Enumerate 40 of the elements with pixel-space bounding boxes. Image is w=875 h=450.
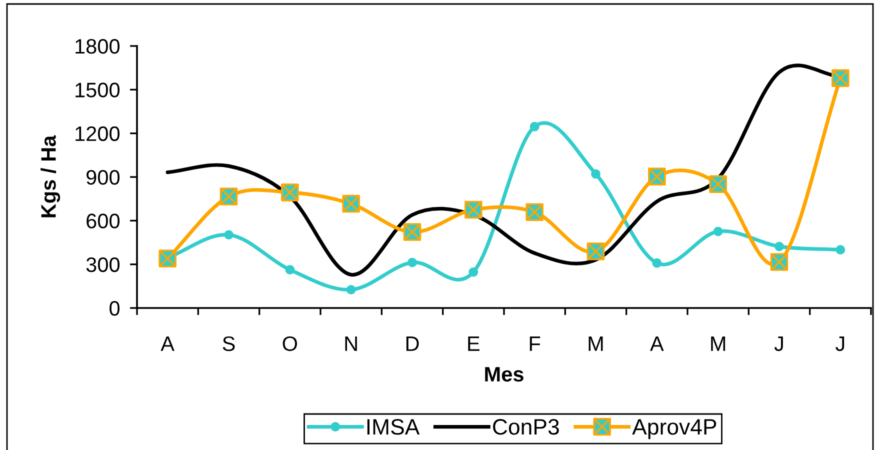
x-tick-label: M [711, 336, 726, 351]
point [158, 250, 176, 268]
x-axis-title: Mes [485, 367, 524, 382]
y-tick-label: 900 [86, 170, 120, 185]
point [648, 168, 666, 186]
point [836, 245, 846, 254]
y-tick-label: 1500 [76, 82, 120, 98]
point [713, 226, 723, 236]
point [224, 230, 234, 240]
x-tick-label: J [774, 336, 783, 352]
x-tick-label: A [160, 336, 174, 351]
point [408, 258, 417, 268]
y-tick-label: 300 [86, 257, 120, 272]
legend-label: Aprov4P [632, 419, 716, 440]
x-tick-label: F [530, 336, 540, 351]
x-tick-label: M [588, 336, 603, 351]
point [526, 203, 544, 221]
point [530, 122, 540, 132]
y-tick-label: 1200 [76, 126, 120, 142]
x-tick-label: O [282, 336, 298, 352]
point [774, 242, 784, 252]
point [285, 264, 295, 274]
x-tick-label: A [650, 336, 664, 351]
x-tick-label: J [836, 336, 844, 352]
point [652, 258, 662, 268]
y-tick-label: 1800 [76, 39, 120, 54]
point [591, 169, 600, 179]
x-tick-label: E [468, 336, 480, 351]
y-tick-label: 0 [110, 301, 120, 316]
point [346, 284, 356, 294]
point [468, 267, 478, 277]
point [709, 175, 727, 194]
y-axis-title: Kgs / Ha [40, 135, 60, 218]
legend-label: ConP3 [493, 419, 559, 435]
x-tick-label: S [222, 336, 235, 352]
x-tick-label: D [406, 336, 419, 351]
legend-label: IMSA [367, 419, 420, 435]
y-tick-label: 600 [86, 214, 120, 228]
x-tick-label: N [345, 336, 357, 351]
point [281, 184, 299, 202]
